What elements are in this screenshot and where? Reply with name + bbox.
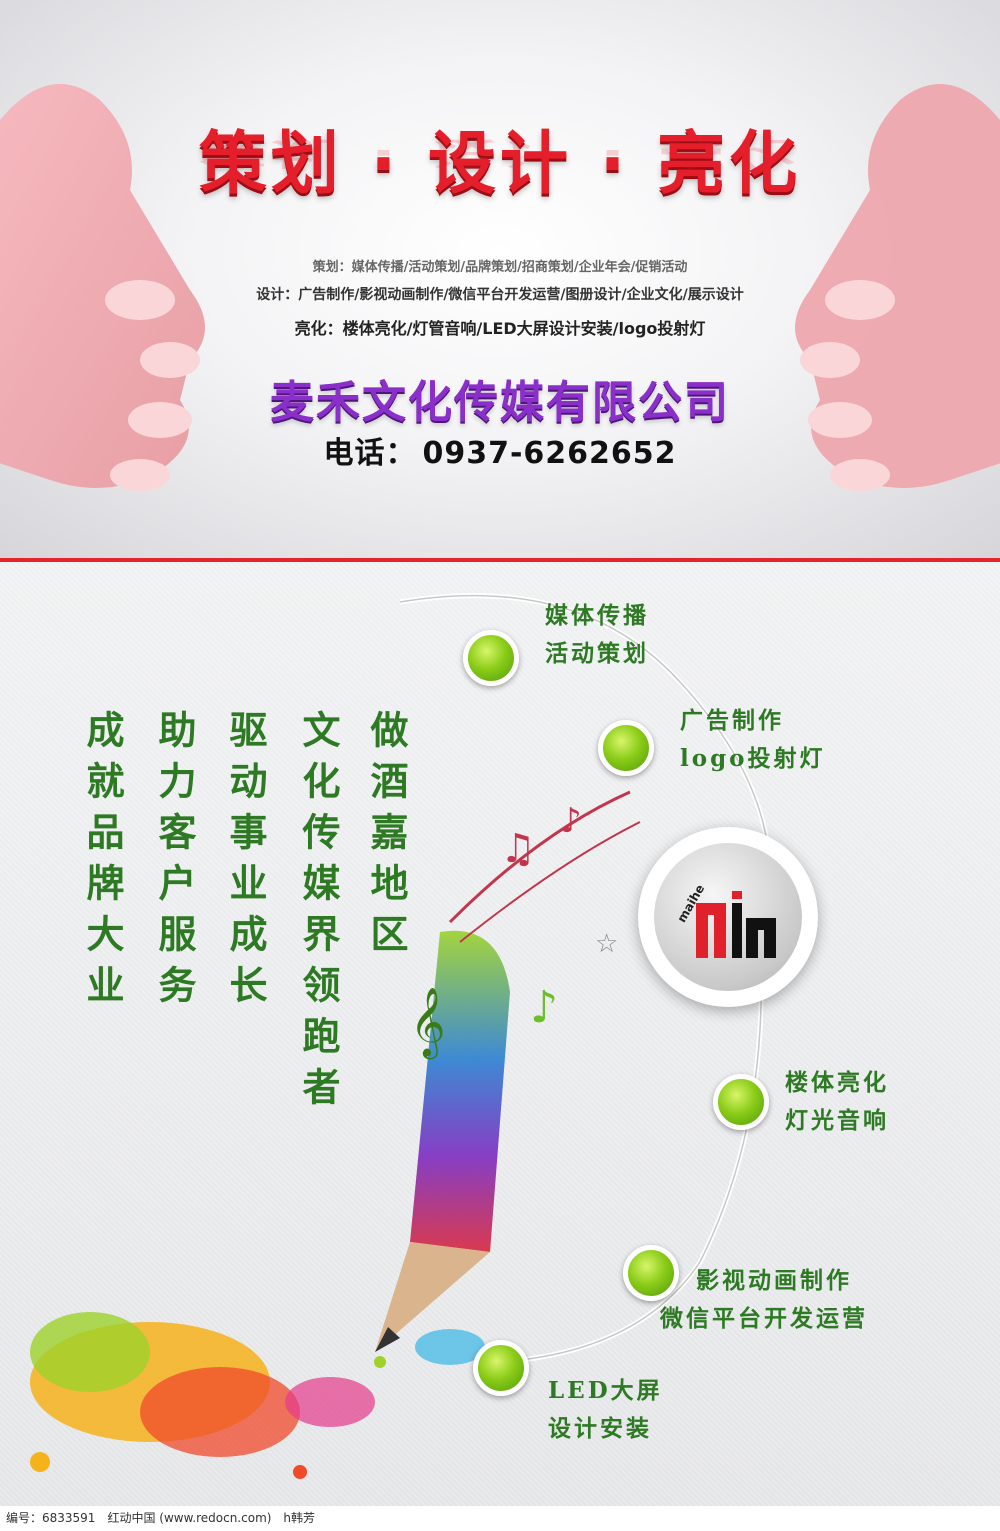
section-divider bbox=[0, 558, 1000, 562]
service-line-design: 设计：广告制作/影视动画制作/微信平台开发运营/图册设计/企业文化/展示设计 bbox=[256, 287, 744, 303]
company-name: 麦禾文化传媒有限公司 bbox=[270, 377, 730, 428]
pencil-illustration: ♫ ♪ ♪ 𝄞 ☆ bbox=[375, 790, 641, 1352]
left-hand-image bbox=[0, 84, 205, 491]
slogan-column-3: 驱动事业成长 bbox=[223, 710, 268, 1016]
svg-text:♪: ♪ bbox=[530, 982, 558, 1033]
footer-credit: 编号：6833591 红动中国 (www.redocn.com) h韩芳 bbox=[0, 1506, 1000, 1531]
timeline-node-4 bbox=[623, 1245, 679, 1301]
timeline-node-1 bbox=[463, 630, 519, 686]
timeline-label-2: 广告制作 logo投射灯 bbox=[680, 707, 826, 772]
phone-label: 电话： bbox=[323, 436, 417, 471]
company-logo: maihe bbox=[638, 827, 818, 1007]
svg-text:♫: ♫ bbox=[500, 826, 536, 872]
svg-text:♪: ♪ bbox=[560, 801, 582, 841]
timeline-node-2 bbox=[598, 720, 654, 776]
headline-reflection: 策划 · 设计 · 亮化 bbox=[198, 134, 802, 171]
slogan-column-2: 文化传媒界领跑者 bbox=[296, 710, 341, 1118]
headline: 策划 · 设计 · 亮化 bbox=[198, 125, 802, 204]
timeline-label-4: 影视动画制作 微信平台开发运营 bbox=[660, 1267, 868, 1332]
right-hand-image bbox=[795, 84, 1000, 491]
slogan-column-4: 助力客户服务 bbox=[152, 710, 197, 1016]
svg-text:𝄞: 𝄞 bbox=[410, 987, 445, 1059]
hero-section: 策划 · 设计 · 亮化 策划 · 设计 · 亮化 策划：媒体传播/活动策划/品… bbox=[0, 0, 1000, 560]
slogan-column-5: 成就品牌大业 bbox=[80, 710, 125, 1016]
timeline-node-3 bbox=[713, 1074, 769, 1130]
slogan-column-1: 做酒嘉地区 bbox=[364, 710, 409, 965]
phone-line: 电话： 0937-6262652 bbox=[0, 428, 1000, 472]
phone-number: 0937-6262652 bbox=[422, 436, 677, 471]
timeline-label-5: LED大屏 设计安装 bbox=[548, 1377, 663, 1442]
svg-text:☆: ☆ bbox=[595, 929, 618, 959]
timeline-label-1: 媒体传播 活动策划 bbox=[545, 602, 649, 667]
timeline-label-3: 楼体亮化 灯光音响 bbox=[785, 1069, 889, 1134]
service-line-planning: 策划：媒体传播/活动策划/品牌策划/招商策划/企业年会/促销活动 bbox=[312, 260, 688, 275]
timeline-node-5 bbox=[473, 1340, 529, 1396]
service-line-lighting: 亮化：楼体亮化/灯管音响/LED大屏设计安装/logo投射灯 bbox=[294, 319, 706, 338]
paint-splash bbox=[30, 1312, 485, 1479]
services-section: ♫ ♪ ♪ 𝄞 ☆ 做酒嘉地区 文化传媒界领跑者 驱动事业成长 助力客户服务 成… bbox=[0, 562, 1000, 1506]
logo-mark-icon: maihe bbox=[676, 882, 776, 958]
